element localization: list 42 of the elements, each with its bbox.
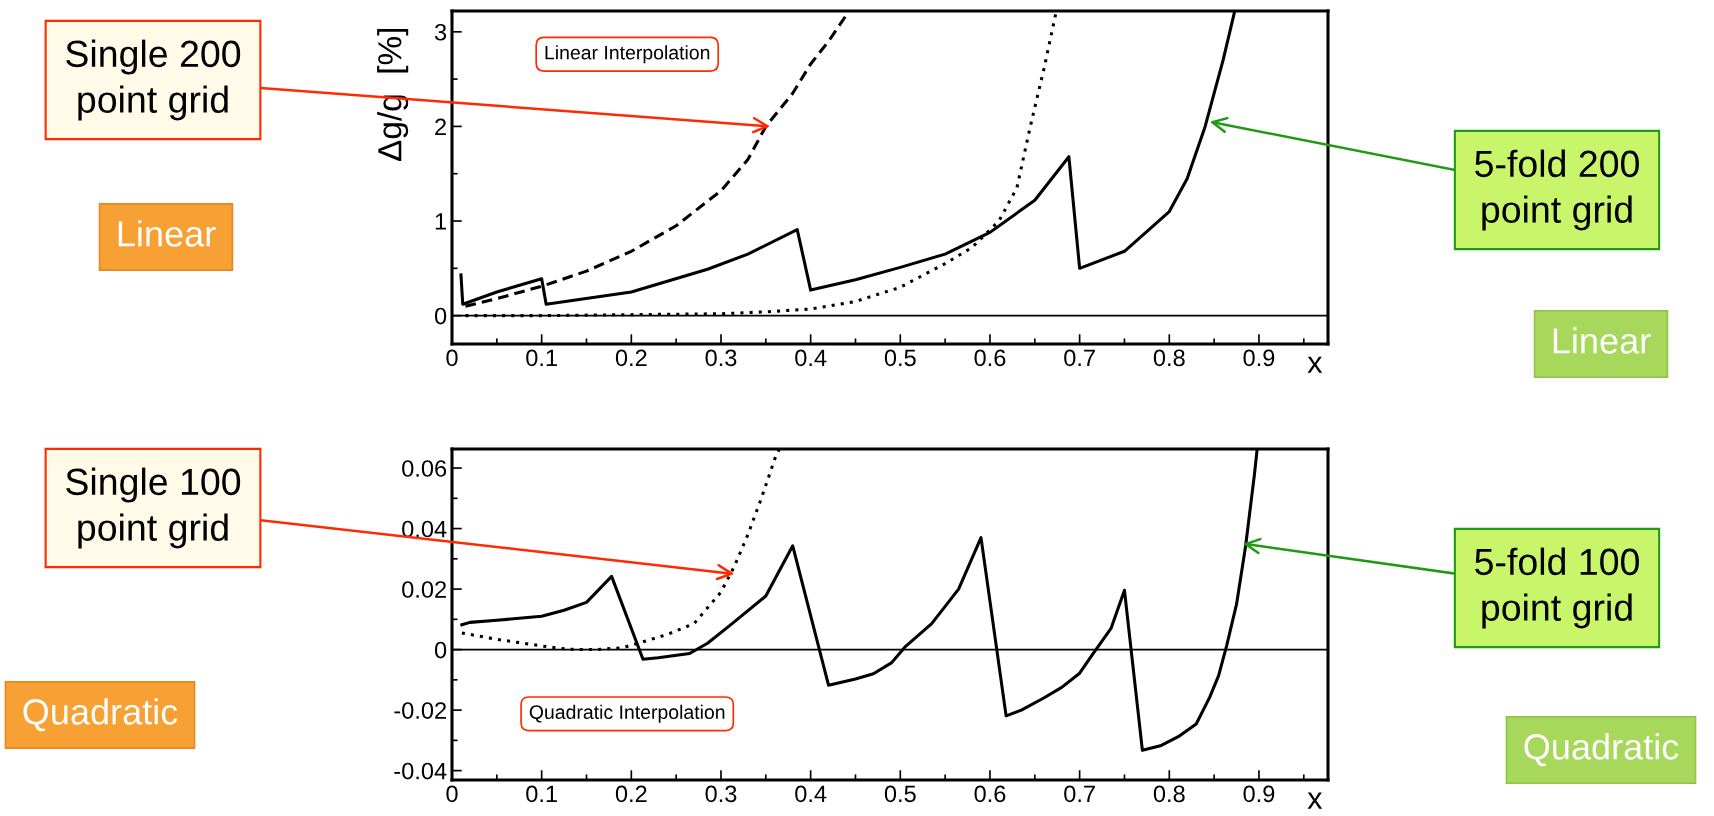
y-tick-label: 0: [434, 641, 447, 659]
annotation: 5-fold 200 point grid: [1475, 149, 1639, 231]
x-axis-title: x: [1307, 792, 1323, 809]
y-tick-label: 0.06: [402, 460, 447, 477]
x-tick-label: 0.1: [526, 349, 557, 367]
x-tick-label: 0.2: [615, 349, 647, 367]
y-tick-label: 3: [434, 23, 447, 41]
text: Linear: [118, 220, 216, 247]
text: Quadratic: [23, 698, 178, 732]
annotation: Linear Interpolation: [545, 45, 710, 64]
y-tick-label: 0.02: [402, 581, 446, 598]
annotation: 5-fold 100 point grid: [1475, 547, 1639, 629]
text: Quadratic: [1524, 733, 1679, 767]
annotation: Single 200 point grid: [66, 39, 241, 121]
x-tick-label: 0.4: [795, 349, 827, 367]
x-tick-label: 0.9: [1243, 785, 1275, 803]
x-tick-label: 0.1: [526, 785, 557, 803]
y-tick-label: 0.04: [402, 520, 447, 538]
annotation: Single 100 point grid: [66, 467, 241, 549]
x-tick-label: 0.8: [1153, 349, 1185, 367]
y-tick-label: 1: [435, 213, 446, 230]
y-tick-label: -0.04: [394, 762, 447, 780]
x-tick-label: 0.3: [705, 785, 737, 803]
x-tick-label: 0.8: [1153, 785, 1185, 803]
x-tick-label: 0.3: [705, 349, 737, 367]
x-tick-label: 0: [446, 349, 458, 367]
x-tick-label: 0.6: [974, 785, 1006, 803]
x-tick-label: 0.7: [1064, 785, 1095, 803]
x-axis-title: x: [1307, 356, 1323, 373]
x-tick-label: 0.5: [884, 349, 916, 367]
x-tick-label: 0.5: [884, 785, 916, 803]
x-tick-label: 0: [446, 785, 458, 803]
x-tick-label: 0.2: [615, 785, 647, 803]
x-tick-label: 0.7: [1064, 349, 1095, 367]
y-tick-label: 2: [435, 118, 446, 135]
annotation: Quadratic Interpolation: [529, 704, 725, 723]
x-tick-label: 0.4: [795, 785, 827, 803]
x-tick-label: 0.9: [1243, 349, 1275, 367]
text: Linear: [1553, 327, 1651, 354]
y-tick-label: -0.02: [394, 702, 446, 719]
y-tick-label: 0: [434, 307, 447, 325]
x-tick-label: 0.6: [974, 349, 1006, 367]
